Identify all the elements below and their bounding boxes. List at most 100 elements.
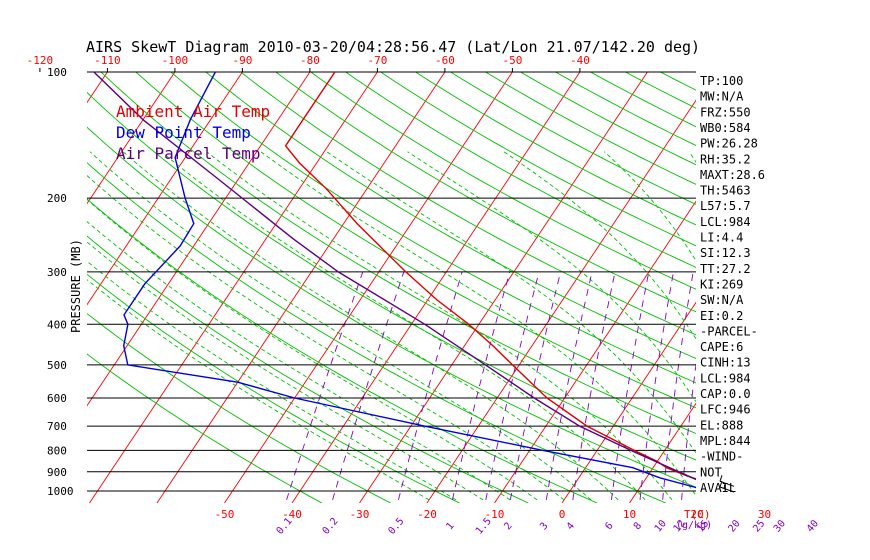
dry-adiabat-line: [100, 72, 696, 435]
dry-adiabat-line: [205, 72, 696, 359]
dry-adiabat-line: [87, 313, 391, 503]
dry-adiabat-line: [555, 72, 696, 146]
top-temperature-tick-label: -60: [435, 54, 455, 67]
sounding-index-label: TH:5463: [700, 184, 751, 198]
bottom-temperature-tick-label: 10: [623, 508, 636, 521]
x-axis-label: T(C): [684, 508, 711, 521]
isotherm-line: [291, 72, 581, 503]
mixing-ratio-line: [572, 271, 616, 500]
isotherm-line: [156, 72, 446, 503]
series-line-dew-point: [122, 72, 696, 489]
mixing-ratio-unit-label: (g/kg): [676, 520, 712, 531]
bottom-temperature-tick-label: 0: [559, 508, 566, 521]
pressure-tick-label: 600: [47, 392, 67, 405]
sounding-index-label: -WIND-: [700, 450, 743, 464]
sounding-index-label: L57:5.7: [700, 199, 751, 213]
top-temperature-tick-label: -40: [570, 54, 590, 67]
top-temperature-tick-label: -120: [27, 54, 54, 67]
wind-barb: [719, 475, 735, 487]
sounding-index-label: PW:26.28: [700, 137, 758, 151]
sounding-index-label: MAXT:28.6: [700, 168, 765, 182]
bottom-temperature-tick-label: 30: [758, 508, 771, 521]
sounding-index-label: SI:12.3: [700, 246, 751, 260]
pressure-tick-label: 700: [47, 420, 67, 433]
wind-barb: [719, 480, 735, 493]
top-temperature-tick-label: -90: [232, 54, 252, 67]
sounding-index-label: RH:35.2: [700, 152, 751, 166]
isotherm-line: [494, 200, 696, 503]
chart-title: AIRS SkewT Diagram 2010-03-20/04:28:56.4…: [86, 38, 700, 56]
dry-adiabat-line: [170, 72, 696, 384]
y-axis-label: PRESSURE (MB): [69, 239, 83, 333]
sounding-index-label: CAPE:6: [700, 340, 743, 354]
pressure-tick-label: 400: [47, 318, 67, 331]
isotherm-line: [359, 72, 648, 503]
moist-adiabat-line: [122, 151, 619, 501]
sounding-index-label: MW:N/A: [700, 90, 744, 104]
bottom-temperature-tick-label: -20: [417, 508, 437, 521]
sounding-index-label: KI:269: [700, 277, 743, 291]
pressure-tick-label: 1000: [47, 485, 74, 498]
top-temperature-tick-labels: -120 -110 -100 -90 -80 -70 -60 -50 -40: [27, 54, 590, 72]
sounding-index-label: EI:0.2: [700, 309, 743, 323]
dry-adiabat-line: [450, 72, 696, 205]
mixing-ratio-line: [286, 271, 364, 501]
isotherm-line: [224, 72, 513, 503]
sounding-index-label: EL:888: [700, 418, 743, 432]
moist-adiabat-line: [87, 175, 565, 501]
legend-entry: Dew Point Temp: [116, 123, 251, 142]
pressure-tick-label: 200: [47, 192, 67, 205]
top-temperature-tick-label: -110: [94, 54, 121, 67]
pressure-tick-label: 800: [47, 444, 67, 457]
mixing-ratio-tick-label: 4: [565, 521, 577, 533]
pressure-tick-label: 100: [47, 66, 67, 79]
top-temperature-tick-label: -50: [502, 54, 522, 67]
dry-adiabat-line: [240, 72, 696, 336]
bottom-temperature-tick-label: -10: [485, 508, 505, 521]
mixing-ratio-tick-label: 8: [632, 521, 644, 533]
dry-adiabat-line: [345, 72, 696, 268]
bottom-temperature-tick-label: -50: [215, 508, 235, 521]
sounding-index-label: WB0:584: [700, 121, 751, 135]
series-line-parcel-temp: [93, 72, 696, 481]
sounding-index-label: CAP:0.0: [700, 387, 751, 401]
moist-adiabat-line: [326, 151, 696, 454]
sounding-index-label: LCL:984: [700, 215, 751, 229]
mixing-ratio-line: [545, 271, 593, 500]
sounding-index-label: NOT: [700, 465, 722, 479]
moist-adiabat-line: [87, 260, 457, 501]
dry-adiabat-line: [275, 72, 696, 313]
top-temperature-tick-label: -70: [367, 54, 387, 67]
isotherm-line: [561, 301, 696, 503]
mixing-ratio-tick-label: 6: [603, 521, 615, 533]
sounding-index-label: FRZ:550: [700, 105, 751, 119]
dry-adiabat-line: [415, 72, 696, 226]
mixing-ratio-line: [611, 271, 650, 500]
sounding-index-label: -PARCEL-: [700, 324, 758, 338]
bottom-temperature-tick-labels: -50 -40 -30 -20 -10 0 10 20 30: [215, 508, 772, 521]
sounding-index-label: TT:27.2: [700, 262, 751, 276]
pressure-tick-label: 900: [47, 466, 67, 479]
dry-adiabat-line: [87, 162, 666, 503]
top-temperature-tick-label: -80: [300, 54, 320, 67]
dry-adiabat-line: [87, 235, 529, 503]
dry-adiabat-line: [87, 273, 460, 503]
wind-layer: [719, 475, 735, 493]
bottom-temperature-tick-label: -40: [282, 508, 302, 521]
isotherm-line: [629, 402, 696, 503]
sounding-index-label: SW:N/A: [700, 293, 744, 307]
dry-adiabat-line: [135, 72, 696, 409]
legend: Ambient Air Temp Dew Point Temp Air Parcel…: [116, 102, 270, 163]
moist-adiabat-line: [503, 151, 696, 340]
mixing-ratio-tick-label: 3: [538, 521, 550, 533]
mixing-ratio-line: [639, 271, 674, 500]
sounding-index-label: LCL:984: [700, 371, 751, 385]
bottom-temperature-tick-label: 20: [690, 508, 703, 521]
moist-adiabat-line: [87, 241, 484, 501]
dry-adiabat-line: [520, 72, 696, 166]
mixing-ratio-tick-label: 1: [444, 521, 456, 533]
sounding-index-label: CINH:13: [700, 356, 751, 370]
